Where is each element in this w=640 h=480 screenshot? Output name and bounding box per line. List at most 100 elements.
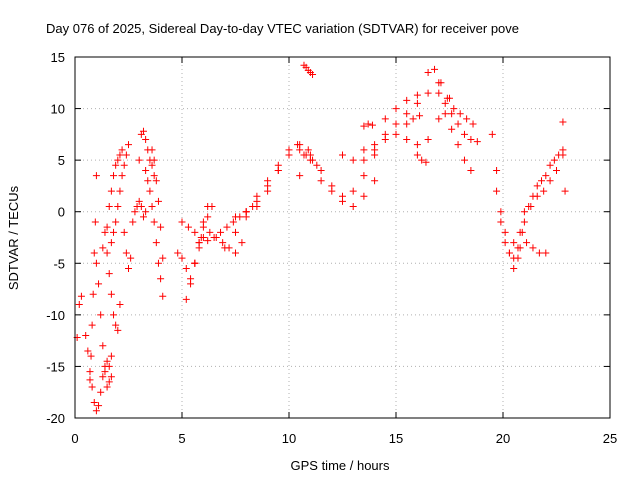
data-point: [443, 94, 451, 102]
series-arc-25: [360, 120, 376, 130]
series-arc-27: [371, 79, 453, 149]
data-point: [510, 239, 518, 247]
data-point: [546, 177, 554, 185]
data-point: [238, 239, 246, 247]
data-point: [264, 187, 272, 195]
series-arc-12: [148, 146, 167, 262]
data-point: [142, 166, 150, 174]
data-point: [150, 172, 158, 180]
data-point: [154, 259, 162, 267]
data-point: [157, 223, 165, 231]
data-point: [157, 275, 165, 283]
data-point: [542, 172, 550, 180]
data-point: [86, 376, 94, 384]
data-point: [150, 156, 158, 164]
data-point: [82, 331, 90, 339]
data-point: [309, 71, 317, 79]
series-arc-8: [120, 228, 135, 272]
axis-ticks: [74, 56, 611, 419]
data-point: [317, 166, 325, 174]
data-point: [118, 146, 126, 154]
data-point: [197, 234, 205, 241]
series-arc-10: [135, 127, 158, 180]
data-point: [441, 110, 449, 118]
data-point: [75, 301, 83, 309]
data-point: [97, 388, 105, 396]
data-point: [150, 218, 158, 226]
data-point: [232, 213, 239, 221]
data-point: [152, 239, 160, 247]
data-point: [92, 259, 100, 267]
data-point: [142, 136, 150, 144]
y-tick-label: -10: [46, 308, 65, 323]
data-point: [232, 249, 239, 257]
data-point: [116, 151, 124, 159]
data-point: [103, 357, 111, 365]
data-point: [360, 146, 368, 154]
data-point: [199, 223, 207, 231]
data-point: [204, 237, 212, 245]
data-point: [87, 352, 95, 360]
data-point: [454, 141, 462, 149]
series-arc-21: [300, 61, 317, 79]
data-point: [304, 146, 312, 154]
data-point: [174, 249, 182, 257]
data-point: [90, 399, 98, 407]
data-point: [437, 79, 445, 87]
data-point: [493, 166, 501, 174]
data-point: [120, 228, 128, 236]
data-point: [103, 383, 111, 391]
data-point: [99, 342, 107, 350]
data-point: [533, 192, 541, 200]
data-point: [456, 110, 464, 118]
data-point: [497, 218, 505, 226]
data-point: [296, 172, 304, 180]
data-point: [328, 187, 336, 195]
x-tick-labels: 0 5 10 15 20 25: [71, 431, 617, 446]
data-point: [142, 208, 150, 216]
data-point: [191, 228, 199, 236]
data-point: [208, 203, 216, 211]
data-point: [467, 136, 475, 144]
data-point: [253, 192, 261, 200]
series-arc-34: [488, 130, 526, 262]
data-point: [546, 161, 554, 169]
data-point: [139, 213, 147, 221]
data-point: [413, 91, 421, 99]
data-point: [349, 203, 357, 211]
series-arc-31: [424, 65, 477, 128]
data-point: [416, 112, 424, 120]
data-point: [460, 156, 468, 164]
data-point: [114, 326, 122, 334]
series-arc-7: [107, 141, 132, 247]
series-arc-22: [306, 151, 368, 200]
data-point: [435, 115, 443, 123]
data-point: [317, 177, 325, 185]
data-point: [285, 146, 293, 154]
data-point: [127, 254, 135, 262]
data-point: [139, 127, 147, 135]
data-point: [296, 141, 304, 149]
series-arc-38: [520, 151, 567, 216]
data-point: [159, 292, 167, 300]
data-point: [105, 203, 113, 211]
data-point: [107, 239, 115, 247]
data-point: [217, 228, 225, 236]
y-tick-label: 5: [58, 153, 65, 168]
y-tick-label: 15: [51, 50, 65, 65]
series-arc-13: [174, 203, 212, 283]
data-point: [103, 223, 111, 231]
data-point: [125, 141, 132, 149]
data-point: [105, 270, 113, 278]
data-point: [229, 218, 237, 226]
data-point: [135, 156, 143, 164]
data-point: [122, 249, 130, 257]
data-point: [131, 208, 139, 216]
series-arc-17: [221, 146, 304, 252]
data-point: [101, 368, 109, 376]
data-point: [392, 130, 400, 138]
data-point: [516, 228, 524, 236]
data-point: [520, 218, 528, 226]
series-arc-39: [559, 118, 569, 195]
data-point: [91, 218, 99, 226]
